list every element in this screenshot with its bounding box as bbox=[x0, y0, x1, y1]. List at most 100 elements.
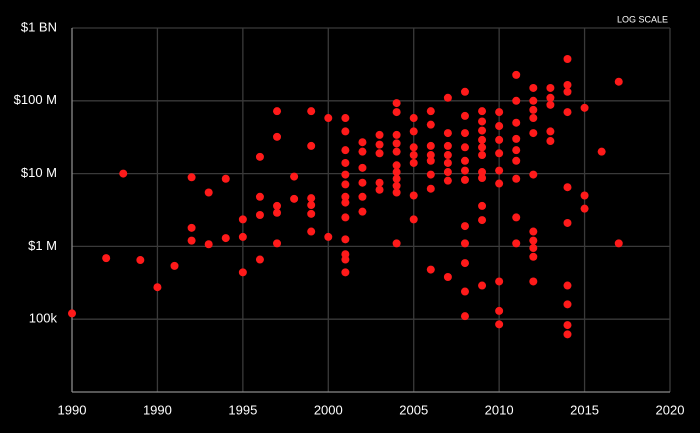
data-point bbox=[460, 166, 469, 175]
data-point bbox=[443, 151, 452, 160]
data-point bbox=[512, 239, 521, 248]
data-point bbox=[341, 127, 350, 136]
data-point bbox=[478, 117, 487, 126]
data-point bbox=[546, 93, 555, 102]
scale-note: LOG SCALE bbox=[617, 14, 668, 24]
data-point bbox=[307, 209, 316, 218]
data-point bbox=[563, 281, 572, 290]
data-point bbox=[307, 107, 316, 116]
y-tick-label: 100k bbox=[29, 311, 58, 326]
data-point bbox=[443, 176, 452, 185]
data-point bbox=[392, 130, 401, 139]
data-point bbox=[375, 130, 384, 139]
data-point bbox=[546, 127, 555, 136]
data-point bbox=[307, 227, 316, 236]
data-point bbox=[187, 236, 196, 245]
data-point bbox=[529, 83, 538, 92]
data-point bbox=[460, 111, 469, 120]
data-point bbox=[392, 161, 401, 170]
data-point bbox=[324, 232, 333, 241]
data-point bbox=[460, 175, 469, 184]
data-point bbox=[443, 129, 452, 138]
data-point bbox=[529, 96, 538, 105]
data-point bbox=[221, 174, 230, 183]
data-point bbox=[341, 146, 350, 155]
data-point bbox=[375, 178, 384, 187]
data-point bbox=[563, 218, 572, 227]
x-tick-label: 2005 bbox=[399, 402, 428, 417]
data-point bbox=[204, 188, 213, 197]
data-point bbox=[238, 268, 247, 277]
data-point bbox=[460, 156, 469, 165]
data-point bbox=[341, 198, 350, 207]
data-point bbox=[478, 216, 487, 225]
data-point bbox=[409, 143, 418, 152]
data-point bbox=[255, 255, 264, 264]
data-point bbox=[273, 201, 282, 210]
data-point bbox=[563, 87, 572, 96]
data-point bbox=[170, 261, 179, 270]
data-point bbox=[358, 178, 367, 187]
data-point bbox=[529, 252, 538, 261]
data-point bbox=[426, 184, 435, 193]
data-point bbox=[153, 283, 162, 292]
data-point bbox=[324, 114, 333, 123]
data-point bbox=[546, 100, 555, 109]
data-point bbox=[495, 166, 504, 175]
data-point bbox=[426, 107, 435, 116]
data-point bbox=[529, 105, 538, 114]
data-point bbox=[238, 215, 247, 224]
x-tick-label: 1995 bbox=[228, 402, 257, 417]
data-point bbox=[409, 215, 418, 224]
data-point bbox=[392, 174, 401, 183]
data-point bbox=[341, 213, 350, 222]
data-point bbox=[512, 70, 521, 79]
x-tick-label: 1990 bbox=[58, 402, 87, 417]
data-point bbox=[392, 188, 401, 197]
data-point bbox=[478, 151, 487, 160]
data-point bbox=[273, 132, 282, 141]
data-point bbox=[512, 146, 521, 155]
data-point bbox=[512, 96, 521, 105]
data-point bbox=[529, 227, 538, 236]
data-point bbox=[478, 135, 487, 144]
data-point bbox=[512, 213, 521, 222]
data-point bbox=[495, 320, 504, 329]
data-point bbox=[563, 80, 572, 89]
data-point bbox=[460, 87, 469, 96]
data-point bbox=[614, 77, 623, 86]
data-point bbox=[68, 309, 76, 318]
data-point bbox=[478, 107, 487, 116]
data-point bbox=[495, 108, 504, 117]
data-point bbox=[495, 306, 504, 315]
data-point bbox=[443, 158, 452, 167]
data-point bbox=[546, 83, 555, 92]
data-point bbox=[290, 194, 299, 203]
data-point bbox=[255, 192, 264, 201]
data-point bbox=[341, 158, 350, 167]
data-point bbox=[426, 141, 435, 150]
data-point bbox=[443, 168, 452, 177]
data-point bbox=[255, 210, 264, 219]
data-point bbox=[563, 300, 572, 309]
data-point bbox=[358, 192, 367, 201]
data-point bbox=[341, 235, 350, 244]
data-point bbox=[341, 180, 350, 189]
data-point bbox=[529, 277, 538, 286]
data-point bbox=[255, 152, 264, 161]
data-point bbox=[563, 321, 572, 330]
data-point bbox=[495, 179, 504, 188]
y-tick-label: $100 M bbox=[14, 92, 57, 107]
data-point bbox=[460, 143, 469, 152]
x-tick-label: 2015 bbox=[570, 402, 599, 417]
data-point bbox=[460, 312, 469, 321]
data-point bbox=[273, 107, 282, 116]
data-point bbox=[478, 168, 487, 177]
data-point bbox=[495, 122, 504, 131]
data-point bbox=[478, 174, 487, 183]
data-point bbox=[529, 236, 538, 245]
data-point bbox=[529, 170, 538, 179]
data-point bbox=[426, 151, 435, 160]
